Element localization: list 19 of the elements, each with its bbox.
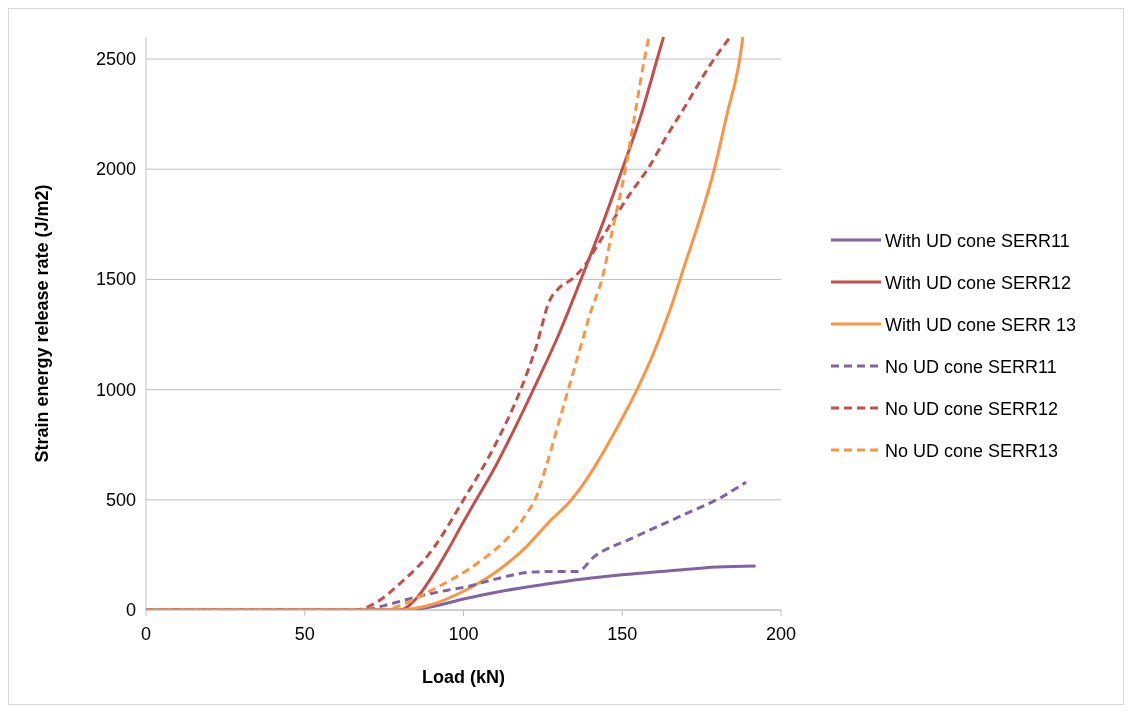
legend-label: No UD cone SERR13	[885, 441, 1059, 461]
x-tick-label: 150	[607, 624, 638, 644]
y-tick-label: 0	[125, 600, 136, 620]
y-tick-label: 1000	[95, 379, 136, 400]
x-tick-label: 200	[765, 624, 797, 644]
legend-label: With UD cone SERR11	[885, 231, 1070, 251]
y-tick-label: 2500	[95, 49, 136, 70]
legend-label: With UD cone SERR 13	[885, 315, 1077, 335]
x-tick-label: 100	[448, 624, 479, 644]
legend-label: No UD cone SERR11	[885, 357, 1057, 377]
y-tick-label: 2000	[95, 159, 136, 180]
x-tick-label: 0	[140, 624, 152, 644]
y-tick-label: 1500	[95, 269, 136, 290]
y-tick-label: 500	[105, 489, 136, 510]
x-tick-label: 50	[294, 624, 315, 644]
legend-label: No UD cone SERR12	[885, 399, 1059, 419]
legend-label: With UD cone SERR12	[885, 273, 1072, 293]
x-axis-title: Load (kN)	[422, 667, 505, 687]
y-axis-title: Strain energy release rate (J/m2)	[32, 184, 52, 463]
